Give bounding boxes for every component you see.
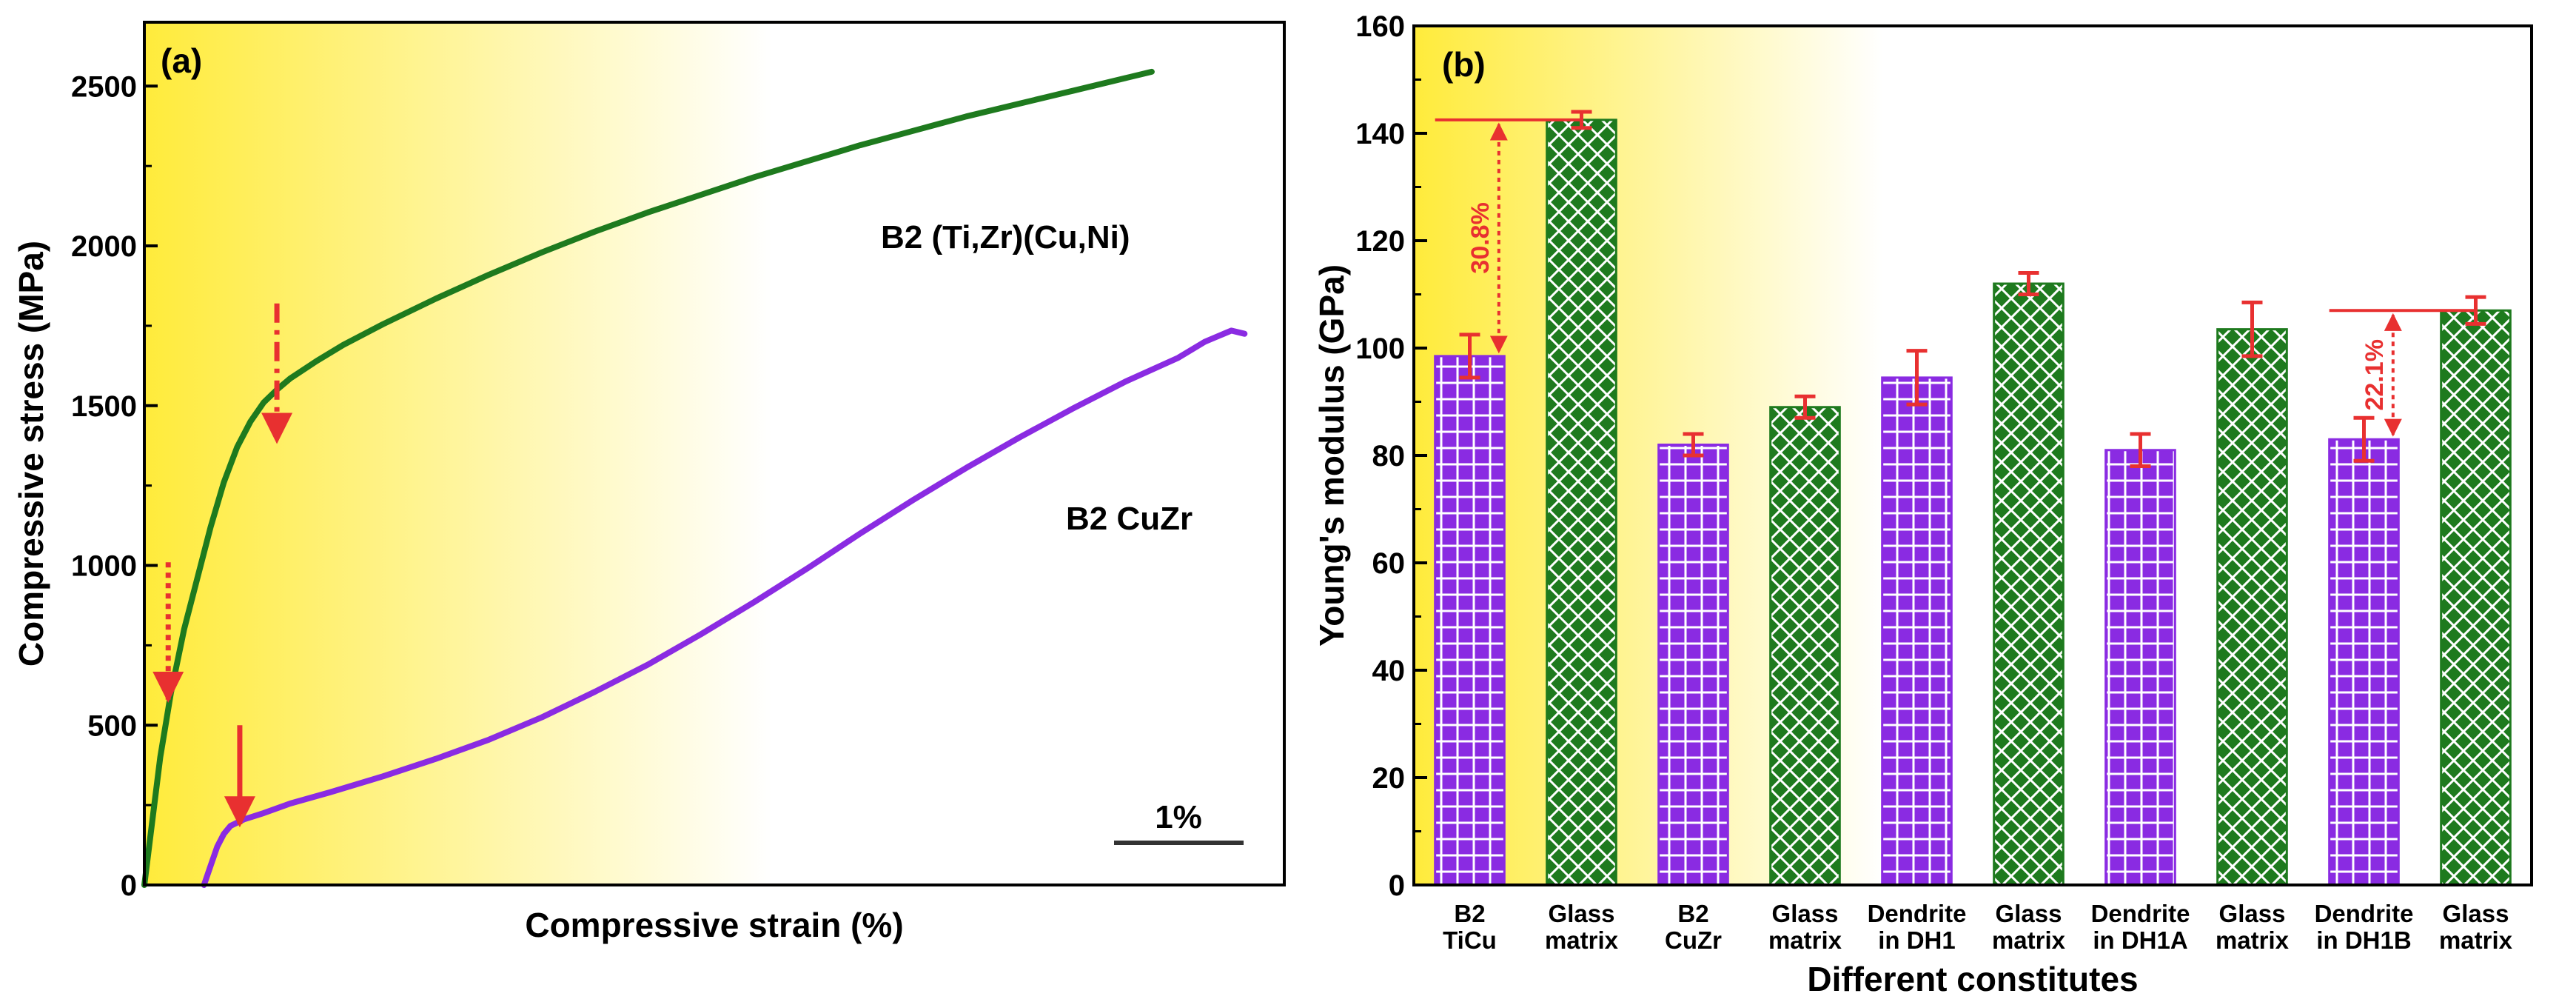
panel-a-label: (a) [161, 41, 202, 80]
x-category-label: Glass [2219, 900, 2286, 927]
x-category-label: in DH1 [1878, 926, 1956, 954]
x-category-label: B2 [1454, 900, 1485, 927]
bar-crystal [1881, 376, 1953, 886]
panel-a-stress-strain-chart: 0 500 1000 1500 2000 2500 (a) B2 (Ti,Zr)(Cu,N… [12, 21, 1286, 944]
panel-b-annotations: 30.8% 22.1% [1435, 118, 2476, 437]
bar-glass [1546, 118, 1617, 886]
x-category-label: Dendrite [2315, 900, 2414, 927]
y-tick-label: 100 [1355, 333, 1405, 365]
x-category-label: Glass [2443, 900, 2509, 927]
panel-a-plot-background [144, 22, 1284, 885]
x-category-label: B2 [1677, 900, 1708, 927]
bar-glass [2440, 309, 2512, 886]
y-tick-label: 1000 [71, 550, 137, 583]
series-line-b2-ti-zr-cu-ni [141, 68, 1155, 888]
x-category-label: TiCu [1443, 926, 1497, 954]
y-tick-label: 2500 [71, 70, 137, 103]
panel-a-y-axis-title: Compressive stress (MPa) [12, 241, 50, 667]
x-category-label: matrix [2439, 926, 2513, 954]
x-category-label: matrix [2216, 926, 2290, 954]
series-label-b2-ticu: B2 (Ti,Zr)(Cu,Ni) [881, 219, 1130, 255]
x-category-label: matrix [1992, 926, 2066, 954]
y-tick-label: 60 [1372, 547, 1406, 580]
y-tick-label: 500 [87, 709, 137, 742]
panel-b-y-axis-title: Young's modulus (GPa) [1312, 264, 1351, 647]
x-category-label: Glass [1549, 900, 1615, 927]
y-tick-label: 20 [1372, 762, 1406, 795]
panel-b-y-ticks: 0 20 40 60 80 100 120 140 160 [1355, 10, 1427, 902]
bar-crystal [1434, 355, 1506, 886]
panel-b-x-axis-title: Different constitutes [1807, 960, 2138, 998]
x-category-label: Dendrite [2091, 900, 2190, 927]
y-tick-label: 160 [1355, 10, 1405, 43]
panel-b-label: (b) [1442, 45, 1486, 84]
panel-a-arrows [152, 303, 293, 828]
bar-glass [2216, 328, 2288, 886]
x-category-label: Glass [1772, 900, 1839, 927]
difference-label: 30.8% [1466, 202, 1495, 273]
difference-label: 22.1% [2361, 339, 2389, 410]
x-category-label: matrix [1768, 926, 1842, 954]
panel-a-x-axis-title: Compressive strain (%) [525, 906, 903, 944]
panel-b-bars: B2TiCuGlassmatrixB2CuZrGlassmatrixDendri… [1434, 110, 2513, 954]
panel-a-frame [143, 21, 1286, 886]
x-category-label: in DH1A [2093, 926, 2187, 954]
y-tick-label: 0 [1389, 869, 1405, 902]
y-tick-label: 40 [1372, 655, 1406, 687]
bar-glass [1993, 282, 2065, 886]
x-category-label: matrix [1545, 926, 1619, 954]
y-tick-label: 2000 [71, 230, 137, 263]
x-category-label: CuZr [1665, 926, 1722, 954]
y-tick-label: 0 [121, 869, 137, 902]
panel-b-frame [1412, 24, 2533, 886]
bar-crystal [1657, 444, 1729, 886]
x-category-label: Dendrite [1868, 900, 1967, 927]
y-tick-label: 140 [1355, 118, 1405, 150]
y-tick-label: 120 [1355, 225, 1405, 258]
bar-crystal [2104, 449, 2176, 886]
y-tick-label: 1500 [71, 390, 137, 423]
x-category-label: Glass [1996, 900, 2062, 927]
x-category-label: in DH1B [2316, 926, 2411, 954]
bar-crystal [2328, 438, 2400, 886]
y-tick-label: 80 [1372, 440, 1406, 472]
bar-glass [1769, 406, 1841, 886]
scale-bar-label: 1% [1155, 799, 1202, 835]
series-label-b2-cuzr: B2 CuZr [1066, 501, 1193, 537]
